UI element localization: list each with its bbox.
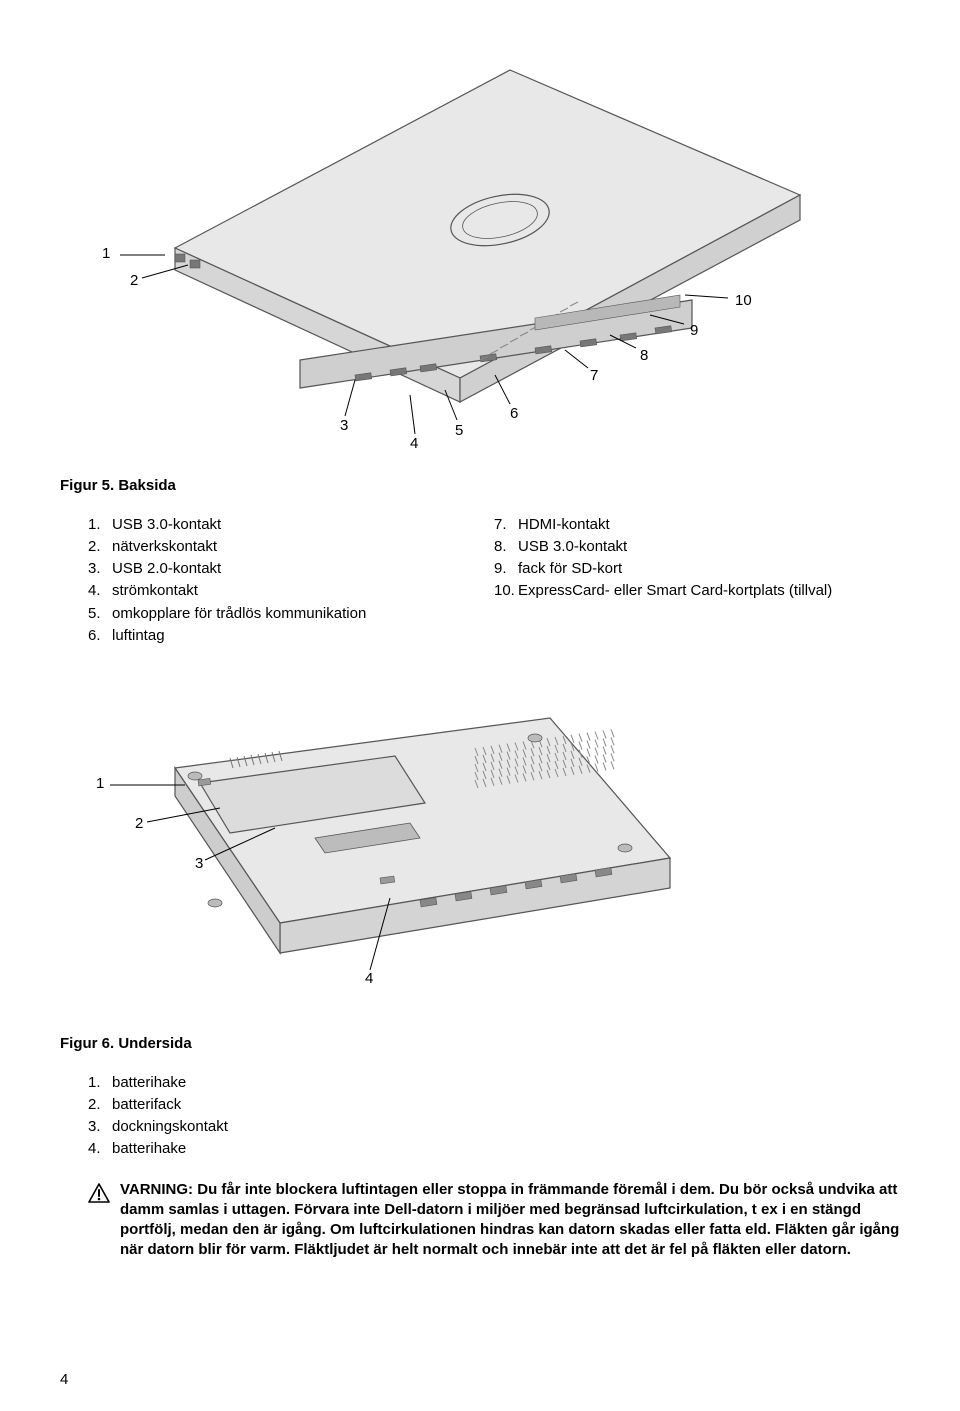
figure-5-item-text: HDMI-kontakt xyxy=(518,515,610,535)
figure-5-item: 8.USB 3.0-kontakt xyxy=(494,537,900,557)
svg-text:10: 10 xyxy=(735,292,752,309)
figure-6-item-num: 3. xyxy=(88,1117,112,1137)
figure-5-item-text: USB 2.0-kontakt xyxy=(112,559,221,579)
figure-5-item: 10.ExpressCard- eller Smart Card-kortpla… xyxy=(494,581,900,601)
figure-5-item-num: 2. xyxy=(88,537,112,557)
svg-text:7: 7 xyxy=(590,367,598,384)
figure-6-list: 1.batterihake2.batterifack3.dockningskon… xyxy=(88,1073,900,1160)
figure-5-caption: Figur 5. Baksida xyxy=(60,476,900,496)
figure-6-item-text: batterihake xyxy=(112,1073,186,1093)
figure-6-item: 4.batterihake xyxy=(88,1139,900,1159)
svg-text:5: 5 xyxy=(455,422,463,439)
figure-5-item-num: 8. xyxy=(494,537,518,557)
figure-5-item: 2.nätverkskontakt xyxy=(88,537,494,557)
warning-lead: VARNING: xyxy=(120,1181,197,1198)
figure-5-item-text: strömkontakt xyxy=(112,581,198,601)
figure-5-item: 9.fack för SD-kort xyxy=(494,559,900,579)
figure-5-item-text: USB 3.0-kontakt xyxy=(518,537,627,557)
svg-text:3: 3 xyxy=(195,855,203,872)
figure-5-item: 5.omkopplare för trådlös kommunikation xyxy=(88,604,494,624)
figure-5-item-num: 3. xyxy=(88,559,112,579)
figure-5-item-num: 9. xyxy=(494,559,518,579)
figure-5-item: 7.HDMI-kontakt xyxy=(494,515,900,535)
figure-5-item: 6.luftintag xyxy=(88,626,494,646)
svg-text:9: 9 xyxy=(690,322,698,339)
figure-6-image: 1 2 3 4 xyxy=(80,688,900,1024)
figure-5-item: 4.strömkontakt xyxy=(88,581,494,601)
figure-5-image: 1 2 3 4 5 6 7 8 9 10 xyxy=(80,60,900,466)
warning-text: VARNING: Du får inte blockera luftintage… xyxy=(120,1180,900,1261)
svg-text:4: 4 xyxy=(410,435,418,452)
figure-6-item-text: batterihake xyxy=(112,1139,186,1159)
figure-6-item-num: 2. xyxy=(88,1095,112,1115)
figure-5-item-num: 1. xyxy=(88,515,112,535)
figure-6-item-num: 1. xyxy=(88,1073,112,1093)
figure-5-item: 1.USB 3.0-kontakt xyxy=(88,515,494,535)
figure-5-item: 3.USB 2.0-kontakt xyxy=(88,559,494,579)
figure-6-item-text: batterifack xyxy=(112,1095,181,1115)
svg-text:8: 8 xyxy=(640,347,648,364)
figure-5-item-num: 7. xyxy=(494,515,518,535)
figure-5-item-text: ExpressCard- eller Smart Card-kortplats … xyxy=(518,581,832,601)
svg-text:2: 2 xyxy=(135,815,143,832)
svg-text:3: 3 xyxy=(340,417,348,434)
page-number: 4 xyxy=(60,1370,68,1390)
svg-text:1: 1 xyxy=(102,245,110,262)
figure-5-item-num: 5. xyxy=(88,604,112,624)
figure-5-item-num: 10. xyxy=(494,581,518,601)
svg-text:6: 6 xyxy=(510,405,518,422)
figure-5-item-text: fack för SD-kort xyxy=(518,559,622,579)
svg-text:1: 1 xyxy=(96,775,104,792)
figure-6-item-num: 4. xyxy=(88,1139,112,1159)
figure-5-item-text: omkopplare för trådlös kommunikation xyxy=(112,604,366,624)
figure-5-item-num: 4. xyxy=(88,581,112,601)
svg-text:4: 4 xyxy=(365,970,373,987)
figure-6-item-text: dockningskontakt xyxy=(112,1117,228,1137)
warning-block: VARNING: Du får inte blockera luftintage… xyxy=(88,1180,900,1261)
figure-5-list: 1.USB 3.0-kontakt2.nätverkskontakt3.USB … xyxy=(88,515,900,649)
figure-6-caption: Figur 6. Undersida xyxy=(60,1034,900,1054)
figure-6-item: 3.dockningskontakt xyxy=(88,1117,900,1137)
figure-5-block: 12345678910 Figur 5. Baksida 1.USB 3.0-k… xyxy=(60,60,900,648)
figure-5-item-num: 6. xyxy=(88,626,112,646)
svg-text:2: 2 xyxy=(130,272,138,289)
figure-5-item-text: luftintag xyxy=(112,626,165,646)
warning-body: Du får inte blockera luftintagen eller s… xyxy=(120,1181,899,1259)
figure-5-item-text: nätverkskontakt xyxy=(112,537,217,557)
figure-6-block: 1234 Figur 6. Undersida 1.batterihake2.b… xyxy=(60,688,900,1261)
figure-6-item: 2.batterifack xyxy=(88,1095,900,1115)
figure-5-item-text: USB 3.0-kontakt xyxy=(112,515,221,535)
warning-icon xyxy=(88,1182,110,1210)
figure-6-item: 1.batterihake xyxy=(88,1073,900,1093)
